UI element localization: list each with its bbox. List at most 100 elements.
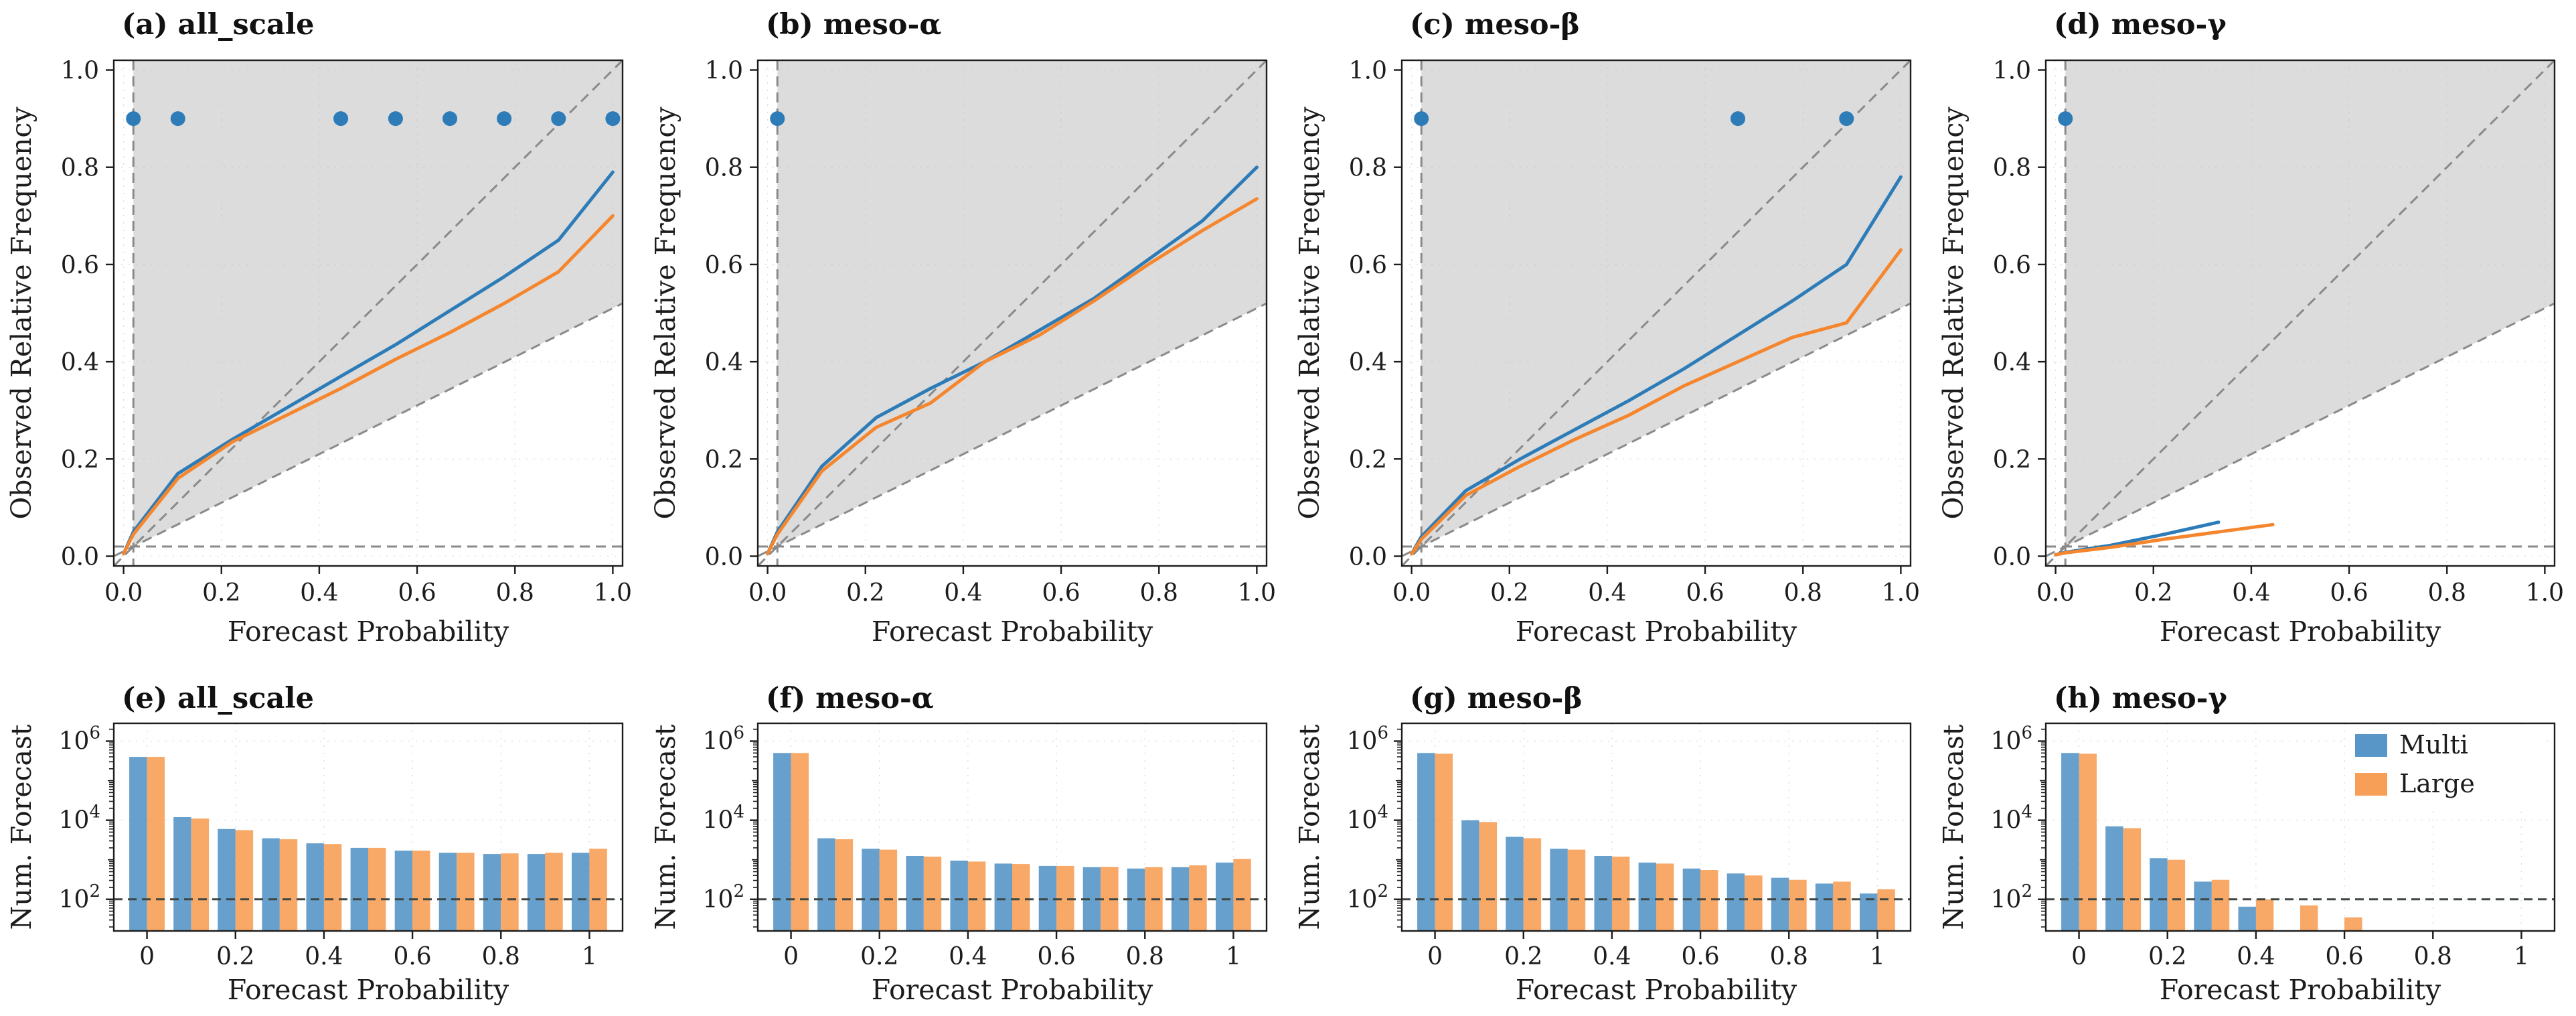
x-tick-label: 0.6 [393,943,431,970]
bar-large [323,844,342,931]
y-tick-label: 0.2 [61,446,99,474]
perfect-reliability-line [756,59,1268,567]
x-tick-label: 0.8 [482,943,520,970]
perfect-reliability-line [112,59,624,567]
y-tick-label: 106 [1347,723,1388,755]
significance-dot [388,111,403,127]
x-axis-label: Forecast Probability [1516,615,1797,648]
significance-dot [170,111,185,127]
x-tick-label: 0.4 [944,579,982,607]
x-tick-label: 1.0 [1238,579,1276,607]
bar-large [967,861,986,931]
bar-large [1877,889,1895,931]
x-tick-label: 0.4 [305,943,343,970]
x-tick-label: 1 [2514,943,2529,970]
bar-large [879,849,898,931]
panel-d-title: (d) meso-γ [2054,8,2227,42]
x-tick-label: 0.6 [398,579,436,607]
panel-a-chart: 0.0 0.2 0.4 0.6 0.8 1.0 0.0 0.2 0.4 0.6 0.8 1.0 Fore… [5,58,632,648]
y-tick-label: 0.8 [1349,155,1387,182]
bar-multi [1550,849,1568,931]
chart-element: 2 [2021,881,2032,901]
panel-b-chart: 0.0 0.2 0.4 0.6 0.8 1.0 0.0 0.2 0.4 0.6 0.8 1.0 Fore… [649,58,1276,648]
legend-label-multi: Multi [2399,730,2468,759]
y-tick-label: 0.4 [1349,349,1387,376]
bar-large [1656,863,1674,931]
bar-multi [1815,883,1834,931]
y-tick-label: 0.4 [1993,349,2031,376]
bar-large [1789,879,1807,931]
bar-large [2167,859,2186,931]
x-axis-label: Forecast Probability [2160,615,2441,648]
bar-large [412,851,430,931]
x-tick-label: 0.8 [1784,579,1822,607]
panel-f-title: (f) meso-α [766,682,934,715]
bar-large [1012,864,1030,931]
y-tick-label: 104 [1347,802,1388,834]
x-tick-label: 0.2 [1504,943,1542,970]
bar-multi [218,828,236,931]
bar-large [501,853,519,931]
y-tick-label: 0.0 [61,543,99,571]
y-tick-label: 0.6 [61,252,99,279]
chart-element: 10 [703,886,734,914]
y-tick-label: 102 [703,881,744,914]
panel-g-title: (g) meso-β [1410,682,1583,715]
x-tick-label: 0.2 [202,579,240,607]
y-tick-label: 102 [59,881,100,914]
significance-dot [770,111,785,127]
x-tick-label: 0.6 [2325,943,2363,970]
y-tick-label: 0.4 [61,349,99,376]
panel-d-chart: 0.0 0.2 0.4 0.6 0.8 1.0 0.0 0.2 0.4 0.6 0.8 1.0 Fore… [1937,58,2564,648]
chart-element: 6 [1377,723,1388,743]
y-axis-label: Num. Forecast [649,724,681,930]
bar-multi [817,838,835,931]
x-tick-label: 0.2 [216,943,254,970]
x-tick-label: 0.4 [300,579,338,607]
bar-multi [1594,856,1612,931]
panel-f: (f) meso-α 0 0.2 0.4 0.6 0.8 1 102 104 106 Foreca… [644,656,1288,1016]
bar-large [1745,875,1763,931]
y-tick-label: 104 [1991,802,2032,834]
chart-element: 10 [1347,728,1378,755]
bar-large [1233,859,1251,931]
x-tick-label: 0.6 [1037,943,1075,970]
bar-large [1479,822,1498,931]
series-line-large [1410,248,1903,556]
bar-multi [994,863,1012,931]
y-tick-label: 102 [1347,881,1388,914]
series-line-large [2054,522,2275,557]
perfect-reliability-line [2044,59,2556,567]
no-skill-line [2045,302,2555,557]
bar-large [2344,917,2362,931]
x-axis-label: Forecast Probability [2160,974,2441,1006]
chart-element: 10 [59,807,90,834]
x-tick-label: 1.0 [1882,579,1920,607]
y-axis-label: Observed Relative Frequency [1937,106,1969,520]
chart-element: 10 [1347,807,1378,834]
x-tick-label: 0.2 [2148,943,2186,970]
bar-multi [262,838,280,931]
significance-dot [551,111,566,127]
no-skill-line [757,302,1267,557]
bar-multi [1638,862,1656,931]
no-skill-line [113,302,623,557]
y-tick-label: 106 [1991,723,2032,755]
x-tick-label: 0.4 [2237,943,2275,970]
bar-multi [950,861,968,931]
x-tick-label: 0.0 [2036,579,2075,607]
y-tick-label: 0.6 [1349,252,1387,279]
panel-c-title: (c) meso-β [1410,8,1580,42]
bar-large [1611,857,1630,931]
no-skill-line [1401,302,1911,557]
bar-large [835,839,854,931]
x-tick-label: 0 [783,943,799,970]
significance-dot [605,111,621,127]
panel-a-title: (a) all_scale [122,8,315,42]
x-tick-label: 0.6 [1686,579,1724,607]
panel-g: (g) meso-β 0 0.2 0.4 0.6 0.8 1 102 104 106 Foreca… [1288,656,1932,1016]
bar-multi [2150,858,2168,931]
x-tick-label: 0.2 [860,943,898,970]
plot-frame [112,59,624,567]
x-tick-label: 0.0 [104,579,143,607]
